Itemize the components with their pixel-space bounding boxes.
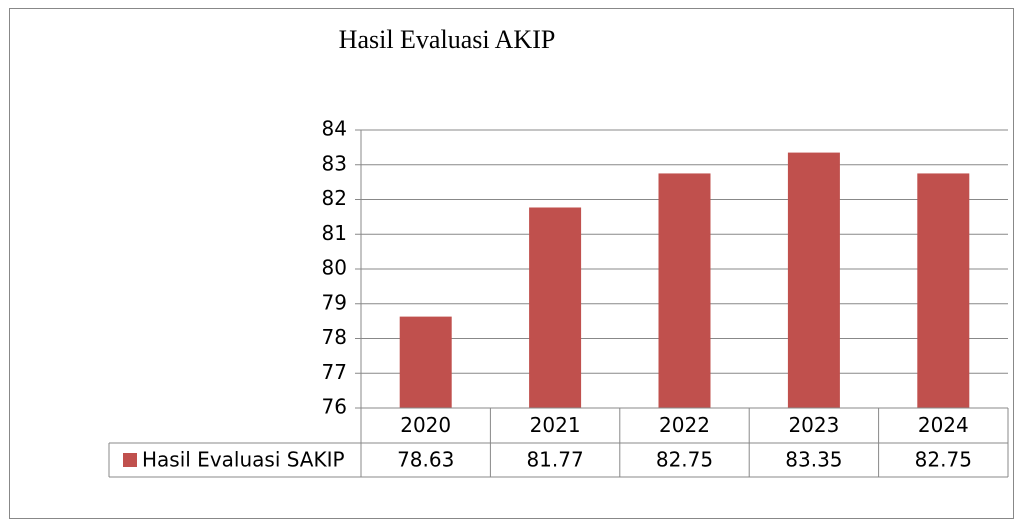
y-tick-label: 84 [322,117,347,141]
x-tick-label: 2022 [659,413,710,437]
x-tick-label: 2020 [400,413,451,437]
chart-title: Hasil Evaluasi AKIP [339,25,556,54]
y-tick-label: 81 [322,221,347,245]
bar [917,173,970,408]
x-tick-label: 2023 [788,413,839,437]
bar [787,152,840,408]
x-tick-label: 2024 [918,413,969,437]
bar [658,173,711,408]
table-value: 81.77 [526,448,583,472]
y-tick-label: 77 [322,360,347,384]
bar [399,316,452,408]
bar [529,207,582,408]
y-tick-label: 83 [322,151,347,175]
table-value: 82.75 [656,448,713,472]
x-tick-label: 2021 [530,413,581,437]
y-tick-label: 79 [322,290,347,314]
legend-label: Hasil Evaluasi SAKIP [142,448,345,472]
y-tick-label: 78 [322,325,347,349]
chart-border [9,8,1014,519]
legend-swatch [123,453,137,467]
table-value: 78.63 [397,448,454,472]
y-tick-label: 82 [322,186,347,210]
table-value: 82.75 [915,448,972,472]
table-value: 83.35 [785,448,842,472]
y-tick-label: 76 [322,395,347,419]
y-tick-label: 80 [322,256,347,280]
